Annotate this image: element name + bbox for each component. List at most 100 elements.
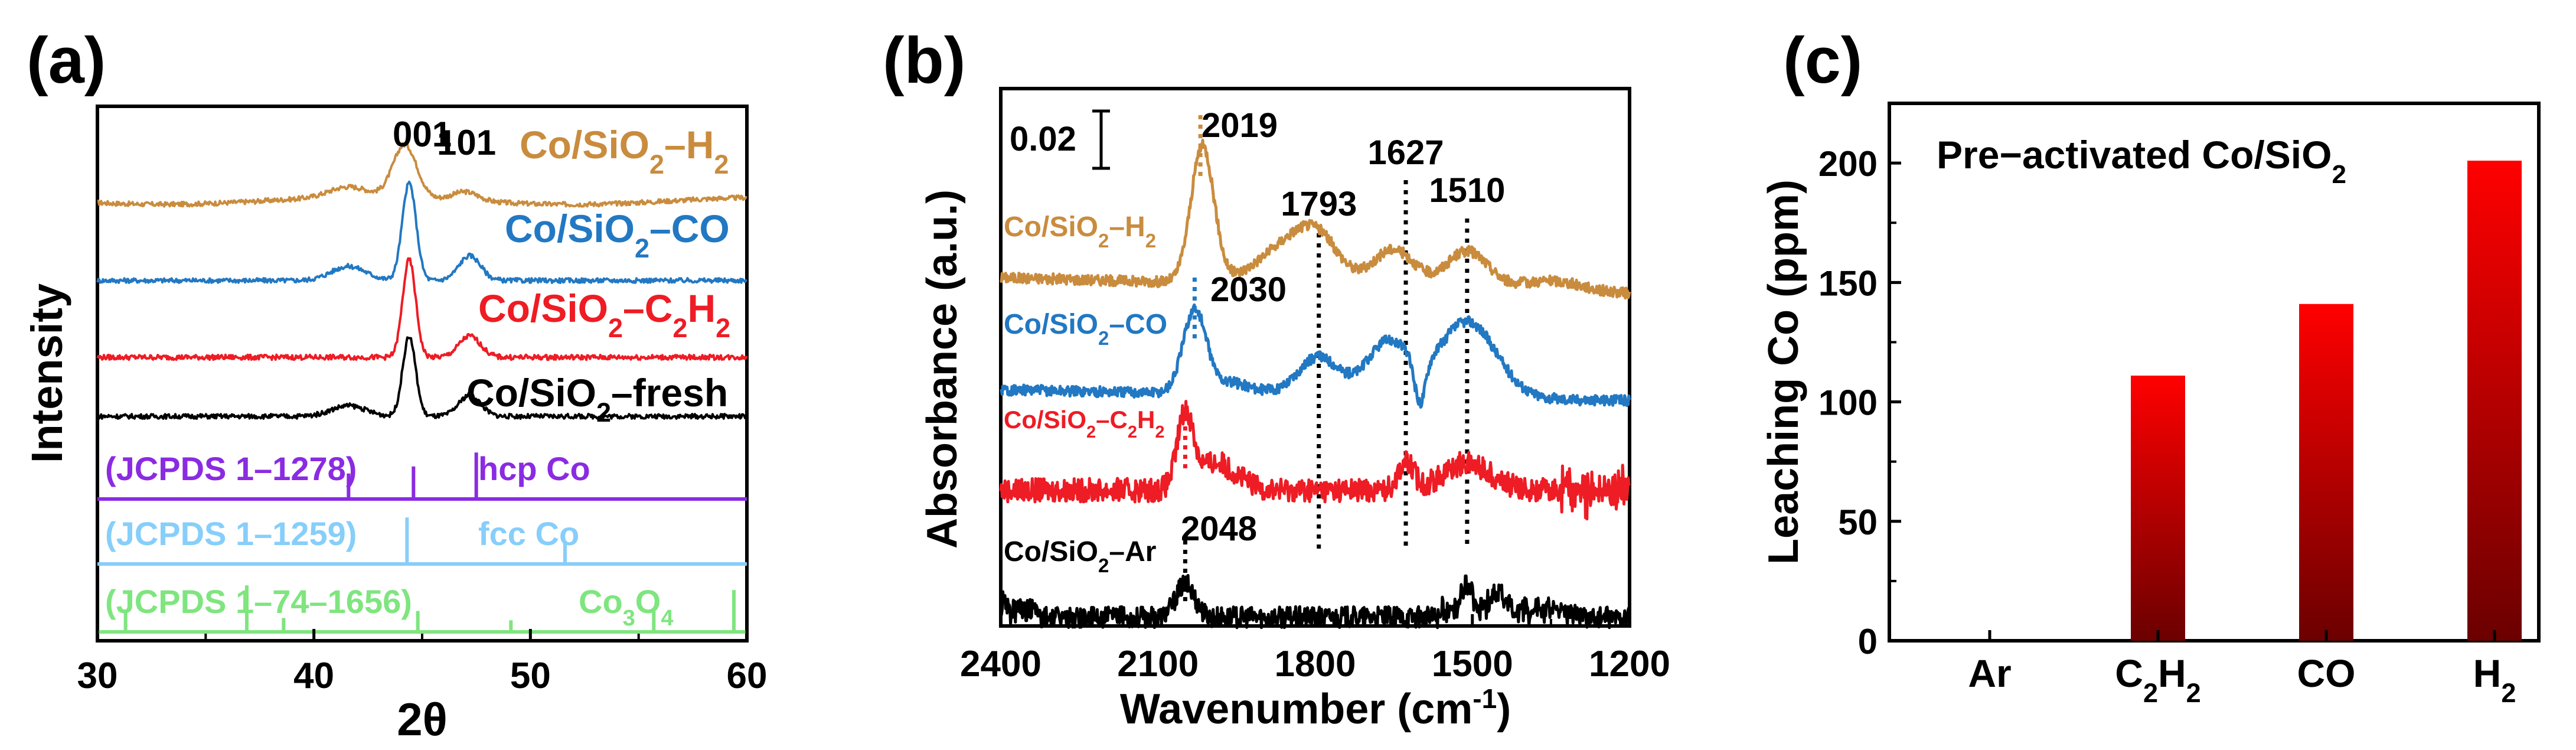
xrd-series-label-part: 2 [716, 313, 730, 343]
ftir-series-label-part: 2 [1155, 423, 1164, 442]
ftir-series-label-part: –CO [1109, 309, 1167, 340]
xrd-series-label-part: –C [623, 286, 672, 330]
x-category-label: Ar [1968, 651, 2011, 695]
xrd-series-label-part: Co/SiO [505, 207, 635, 250]
reference-phase-label-part: Co [579, 583, 623, 620]
reference-card-label-part: (JCPDS 1–1259) [105, 515, 357, 552]
xrd-series-label: Co/SiO2–fresh [466, 371, 728, 428]
ftir-series-label: Co/SiO2–C2H2 [1004, 406, 1164, 442]
x-tick-label: 60 [727, 656, 768, 696]
panel-b-x-axis-label: Wavenumber (cm-1) [1120, 683, 1511, 733]
xrd-series-line [97, 142, 747, 208]
xrd-series-label: Co/SiO2–CO [505, 207, 730, 263]
reference-line-label: 1627 [1368, 133, 1444, 172]
xrd-series-label-part: –H [664, 123, 714, 167]
ftir-peak-label: 2019 [1202, 106, 1278, 145]
ftir-series-label-part: 2 [1098, 327, 1109, 349]
xrd-series-label-part: 2 [596, 397, 611, 428]
ftir-series-label-part: –H [1109, 211, 1145, 243]
xrd-series-label: Co/SiO2–H2 [520, 123, 729, 180]
xrd-series-label-part: H [687, 286, 716, 330]
leaching-bar [2299, 304, 2353, 641]
ftir-series-line [999, 138, 1631, 300]
ftir-series-label-part: –Ar [1109, 536, 1156, 568]
xrd-series-label-part: –CO [649, 207, 730, 250]
xrd-series-label-part: –fresh [611, 371, 728, 415]
ftir-series-label: Co/SiO2–H2 [1004, 211, 1156, 252]
xrd-series-label-part: 2 [672, 313, 687, 343]
reference-card-label-part: (JCPDS 1–1278) [105, 450, 357, 487]
xrd-series-line [96, 180, 747, 284]
peak-label-001: 001 [393, 115, 452, 154]
reference-phase-label-part: 4 [661, 606, 673, 631]
panel-a-xrd-chart: (a) (JCPDS 1–1278) hcp Co (JCPDS 1–1259) fc… [22, 24, 767, 745]
ftir-series-label-part: Co/SiO [1004, 309, 1098, 340]
reference-card-label: (JCPDS 1–1259) [105, 515, 357, 552]
ftir-series-label: Co/SiO2–Ar [1004, 536, 1156, 576]
y-tick-label: 100 [1818, 383, 1878, 423]
y-tick-label: 50 [1838, 503, 1878, 542]
panel-c-y-axis-label: Leaching Co (ppm) [1760, 180, 1807, 565]
ftir-peak-label: 2048 [1181, 510, 1257, 548]
ftir-series-label-part: H [1137, 406, 1155, 433]
xrd-series-label-part: Co/SiO [478, 286, 608, 330]
xrd-series-label-part: Co/SiO [520, 123, 649, 167]
reference-phase-label-part: 3 [623, 606, 635, 631]
ftir-series-label-part: Co/SiO [1004, 406, 1086, 433]
xrd-series-label: Co/SiO2–C2H2 [478, 286, 730, 343]
panel-b-label: (b) [883, 24, 965, 97]
ftir-series-label-part: 2 [1128, 423, 1137, 442]
x-category-label-part: CO [2297, 651, 2356, 695]
panel-b-scale-bar: 0.02 [1010, 109, 1110, 170]
reference-phase-label: hcp Co [478, 450, 590, 487]
ftir-series-label-part: –C [1096, 406, 1128, 433]
x-tick-label: 1800 [1275, 644, 1356, 684]
y-tick-label: 0 [1858, 622, 1878, 661]
reference-phase-label-part: fcc Co [478, 515, 579, 552]
panel-a-y-axis-label: Intensity [22, 283, 71, 463]
reference-phase-label-part: hcp Co [478, 450, 590, 487]
panel-c-frame [1888, 102, 2541, 643]
reference-card-label: (JCPDS 1–74–1656) [105, 583, 412, 620]
ftir-series-label-part: 2 [1098, 555, 1109, 576]
y-tick-label: 150 [1818, 263, 1878, 303]
xrd-series-label-part: 2 [714, 149, 729, 180]
panel-b-y-axis-label: Absorbance (a.u.) [919, 190, 966, 549]
panel-c-bar-chart: (c) Pre−activated Co/SiO2 0 50 100 150 200 A… [1760, 24, 2541, 708]
x-category-label-part: H [2158, 651, 2186, 695]
panel-c-bars [2131, 161, 2522, 641]
ftir-series-label-part: Co/SiO [1004, 211, 1098, 243]
x-tick-label: 30 [77, 656, 118, 696]
reference-card-label: (JCPDS 1–1278) [105, 450, 357, 487]
panel-a-series-group: Co/SiO2–H2Co/SiO2–COCo/SiO2–C2H2Co/SiO2–… [96, 123, 748, 428]
xrd-series-line [97, 336, 748, 420]
x-category-label-part: H [2473, 651, 2502, 695]
x-category-label: H2 [2473, 651, 2516, 708]
x-tick-label: 2100 [1117, 644, 1199, 684]
ftir-series-label-part: Co/SiO [1004, 536, 1098, 568]
ftir-series-label: Co/SiO2–CO [1004, 309, 1167, 349]
reference-phase-label: fcc Co [478, 515, 579, 552]
panel-c-title: Pre−activated Co/SiO2 [1937, 133, 2346, 189]
peak-label-101: 101 [437, 123, 496, 162]
x-category-label: CO [2297, 651, 2356, 695]
panel-b-series-group: Co/SiO2–H22019Co/SiO2–CO2030Co/SiO2–C2H2… [999, 106, 1631, 630]
ftir-series-line [1000, 303, 1631, 409]
ftir-peak-label: 2030 [1210, 270, 1287, 309]
x-category-label-part: Ar [1968, 651, 2011, 695]
x-tick-label: 50 [510, 656, 551, 696]
xrd-series-label-part: 2 [608, 313, 623, 343]
leaching-bar [2467, 161, 2522, 641]
reference-card-label-part: (JCPDS 1–74–1656) [105, 583, 412, 620]
panel-a-x-axis-label: 2θ [397, 693, 448, 745]
ftir-series-label-part: 2 [1098, 230, 1109, 252]
panel-a-label: (a) [27, 24, 106, 97]
ftir-series-label-part: 2 [1145, 230, 1156, 252]
reference-phase-label: Co3O4 [579, 583, 674, 631]
xrd-series-line [96, 257, 748, 361]
panel-a-x-axis: 30 40 50 60 [77, 629, 768, 696]
xrd-series-label-part: 2 [635, 233, 649, 263]
reference-phase-label-part: O [635, 583, 661, 620]
